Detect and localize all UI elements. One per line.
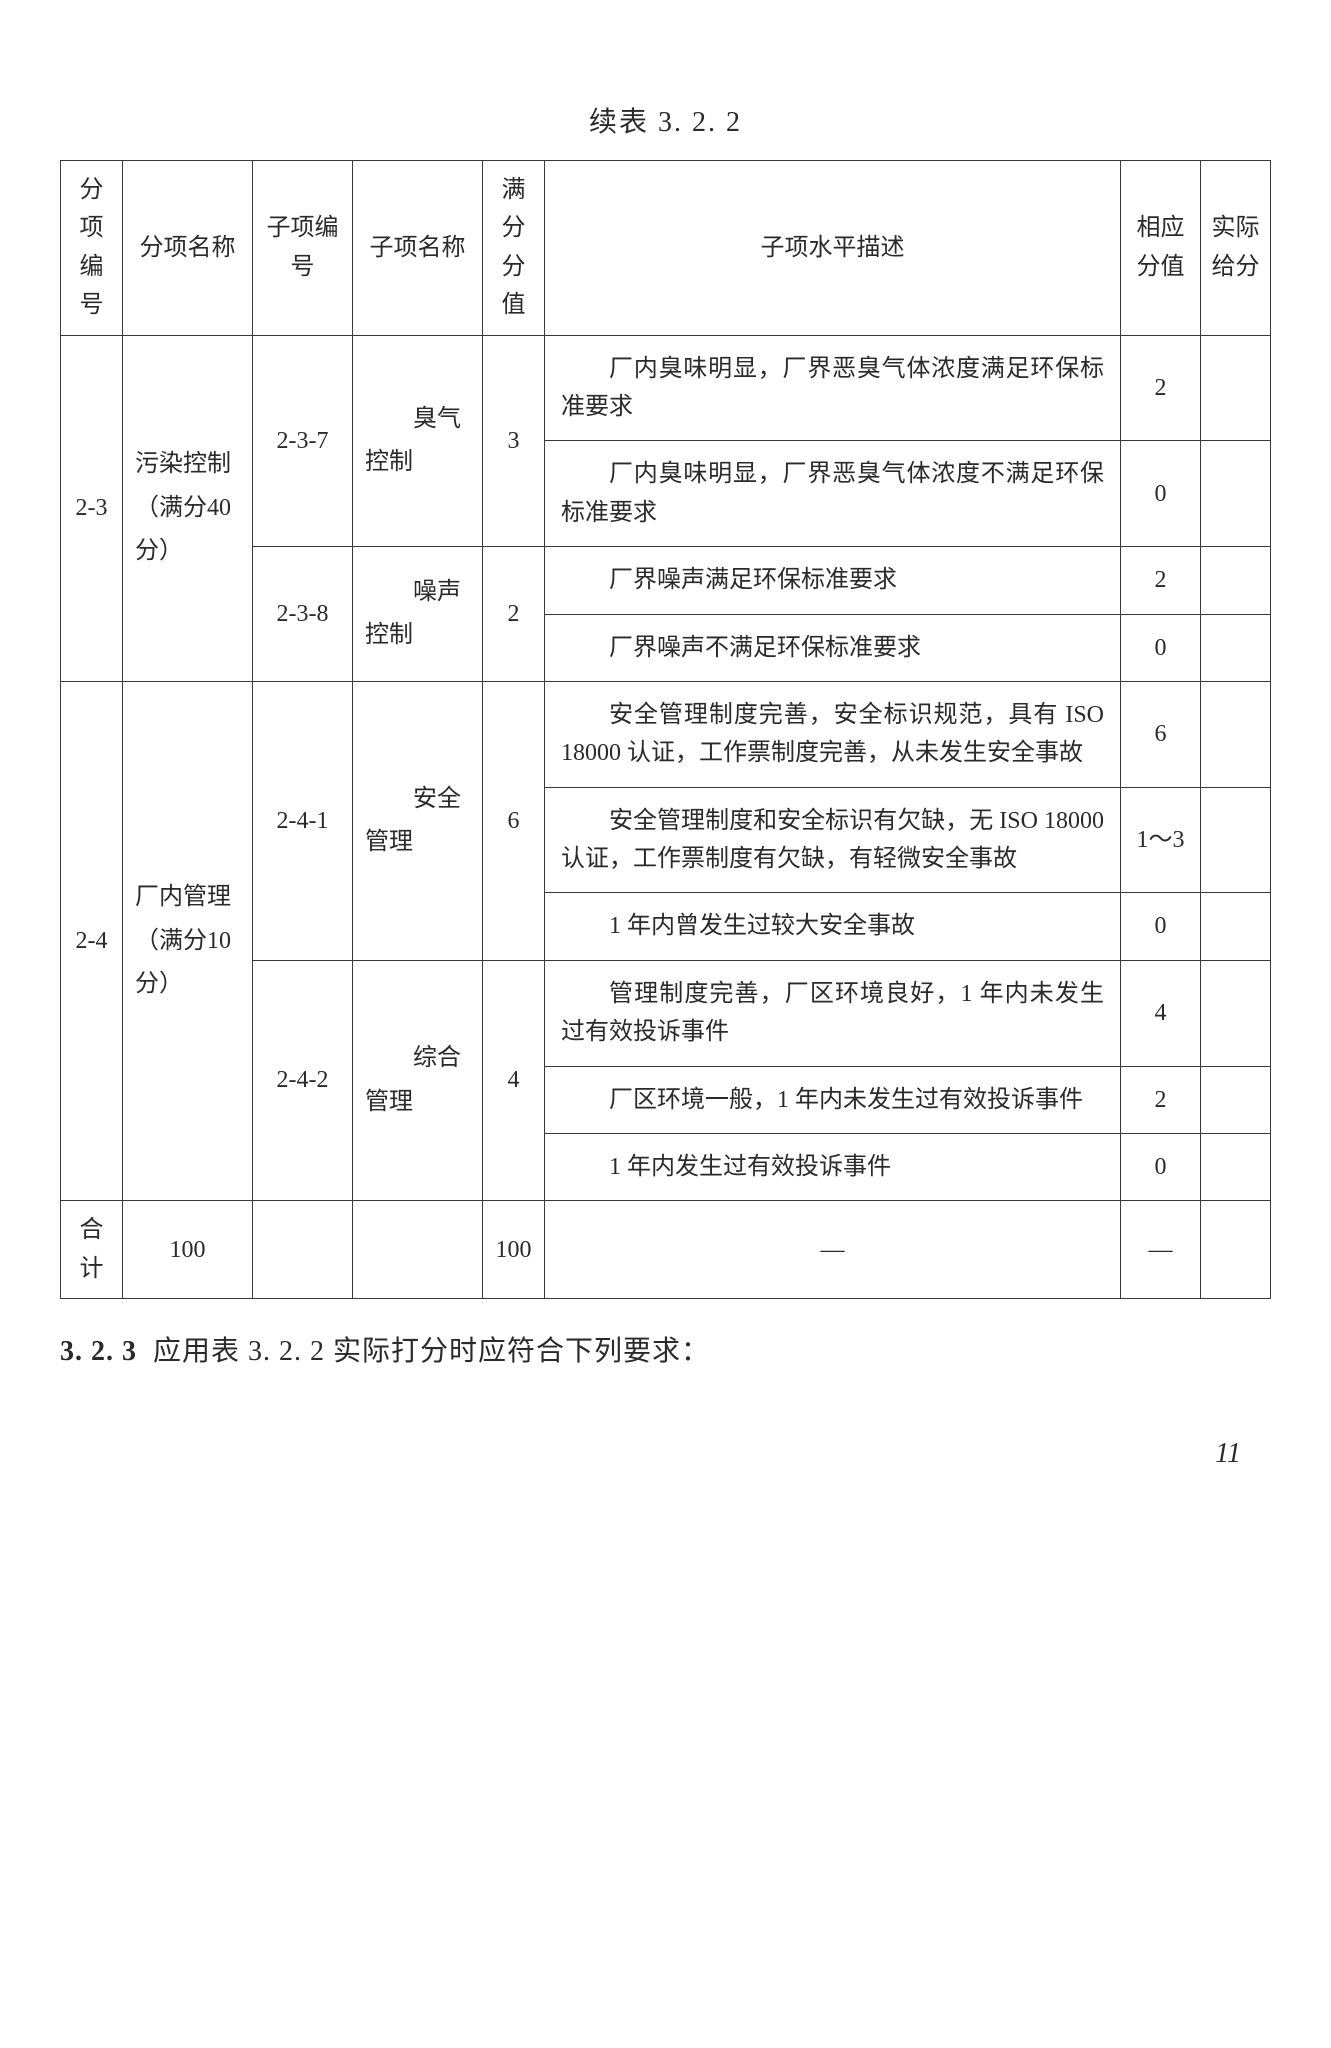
subitem-full: 6 bbox=[483, 681, 545, 960]
score-cell: 6 bbox=[1121, 681, 1201, 787]
desc-cell: 厂内臭味明显，厂界恶臭气体浓度不满足环保标准要求 bbox=[545, 441, 1121, 547]
subitem-id: 2-3-8 bbox=[253, 547, 353, 682]
totals-label: 合计 bbox=[61, 1201, 123, 1299]
totals-actual bbox=[1201, 1201, 1271, 1299]
section-id: 2-3 bbox=[61, 335, 123, 681]
section-label: 3. 2. 3 bbox=[60, 1336, 137, 1367]
section-3-2-3: 3. 2. 3 应用表 3. 2. 2 实际打分时应符合下列要求： bbox=[60, 1327, 1271, 1377]
desc-cell: 厂界噪声不满足环保标准要求 bbox=[545, 614, 1121, 681]
score-cell: 4 bbox=[1121, 960, 1201, 1066]
scoring-table: 分项编号 分项名称 子项编号 子项名称 满分分值 子项水平描述 相应分值 实际给… bbox=[60, 160, 1271, 1299]
actual-cell bbox=[1201, 1066, 1271, 1133]
totals-row: 合计 100 100 — — bbox=[61, 1201, 1271, 1299]
totals-name: 100 bbox=[123, 1201, 253, 1299]
header-col1: 分项编号 bbox=[61, 161, 123, 336]
subitem-full: 3 bbox=[483, 335, 545, 547]
header-col8: 实际给分 bbox=[1201, 161, 1271, 336]
subitem-id: 2-4-2 bbox=[253, 960, 353, 1201]
score-cell: 1～3 bbox=[1121, 787, 1201, 893]
table-row: 2-3 污染控制（满分40 分） 2-3-7 臭气控制 3 厂内臭味明显，厂界恶… bbox=[61, 335, 1271, 441]
header-col5: 满分分值 bbox=[483, 161, 545, 336]
desc-cell: 安全管理制度完善，安全标识规范，具有 ISO 18000 认证，工作票制度完善，… bbox=[545, 681, 1121, 787]
subitem-full: 4 bbox=[483, 960, 545, 1201]
section-id: 2-4 bbox=[61, 681, 123, 1201]
score-cell: 0 bbox=[1121, 893, 1201, 960]
totals-score-dash: — bbox=[1121, 1201, 1201, 1299]
totals-full: 100 bbox=[483, 1201, 545, 1299]
actual-cell bbox=[1201, 1134, 1271, 1201]
header-col7: 相应分值 bbox=[1121, 161, 1201, 336]
actual-cell bbox=[1201, 681, 1271, 787]
score-cell: 0 bbox=[1121, 614, 1201, 681]
desc-cell: 1 年内曾发生过较大安全事故 bbox=[545, 893, 1121, 960]
actual-cell bbox=[1201, 614, 1271, 681]
table-row: 2-4 厂内管理（满分10 分） 2-4-1 安全管理 6 安全管理制度完善，安… bbox=[61, 681, 1271, 787]
subitem-name: 安全管理 bbox=[353, 681, 483, 960]
subitem-name: 噪声控制 bbox=[353, 547, 483, 682]
header-col4: 子项名称 bbox=[353, 161, 483, 336]
desc-cell: 厂内臭味明显，厂界恶臭气体浓度满足环保标准要求 bbox=[545, 335, 1121, 441]
section-text: 应用表 3. 2. 2 实际打分时应符合下列要求： bbox=[153, 1336, 710, 1367]
section-name: 污染控制（满分40 分） bbox=[123, 335, 253, 681]
desc-cell: 管理制度完善，厂区环境良好，1 年内未发生过有效投诉事件 bbox=[545, 960, 1121, 1066]
desc-cell: 安全管理制度和安全标识有欠缺，无 ISO 18000 认证，工作票制度有欠缺，有… bbox=[545, 787, 1121, 893]
actual-cell bbox=[1201, 960, 1271, 1066]
actual-cell bbox=[1201, 547, 1271, 614]
totals-empty bbox=[353, 1201, 483, 1299]
score-cell: 2 bbox=[1121, 1066, 1201, 1133]
section-name: 厂内管理（满分10 分） bbox=[123, 681, 253, 1201]
score-cell: 0 bbox=[1121, 1134, 1201, 1201]
actual-cell bbox=[1201, 441, 1271, 547]
page-number: 11 bbox=[60, 1438, 1271, 1470]
subitem-id: 2-4-1 bbox=[253, 681, 353, 960]
table-title: 续表 3. 2. 2 bbox=[60, 100, 1271, 140]
totals-desc-dash: — bbox=[545, 1201, 1121, 1299]
header-col3: 子项编号 bbox=[253, 161, 353, 336]
score-cell: 2 bbox=[1121, 335, 1201, 441]
desc-cell: 1 年内发生过有效投诉事件 bbox=[545, 1134, 1121, 1201]
subitem-name: 综合管理 bbox=[353, 960, 483, 1201]
header-col2: 分项名称 bbox=[123, 161, 253, 336]
score-cell: 0 bbox=[1121, 441, 1201, 547]
subitem-full: 2 bbox=[483, 547, 545, 682]
subitem-name: 臭气控制 bbox=[353, 335, 483, 547]
desc-cell: 厂区环境一般，1 年内未发生过有效投诉事件 bbox=[545, 1066, 1121, 1133]
actual-cell bbox=[1201, 335, 1271, 441]
actual-cell bbox=[1201, 787, 1271, 893]
header-col6: 子项水平描述 bbox=[545, 161, 1121, 336]
desc-cell: 厂界噪声满足环保标准要求 bbox=[545, 547, 1121, 614]
subitem-id: 2-3-7 bbox=[253, 335, 353, 547]
header-row: 分项编号 分项名称 子项编号 子项名称 满分分值 子项水平描述 相应分值 实际给… bbox=[61, 161, 1271, 336]
score-cell: 2 bbox=[1121, 547, 1201, 614]
actual-cell bbox=[1201, 893, 1271, 960]
totals-empty bbox=[253, 1201, 353, 1299]
